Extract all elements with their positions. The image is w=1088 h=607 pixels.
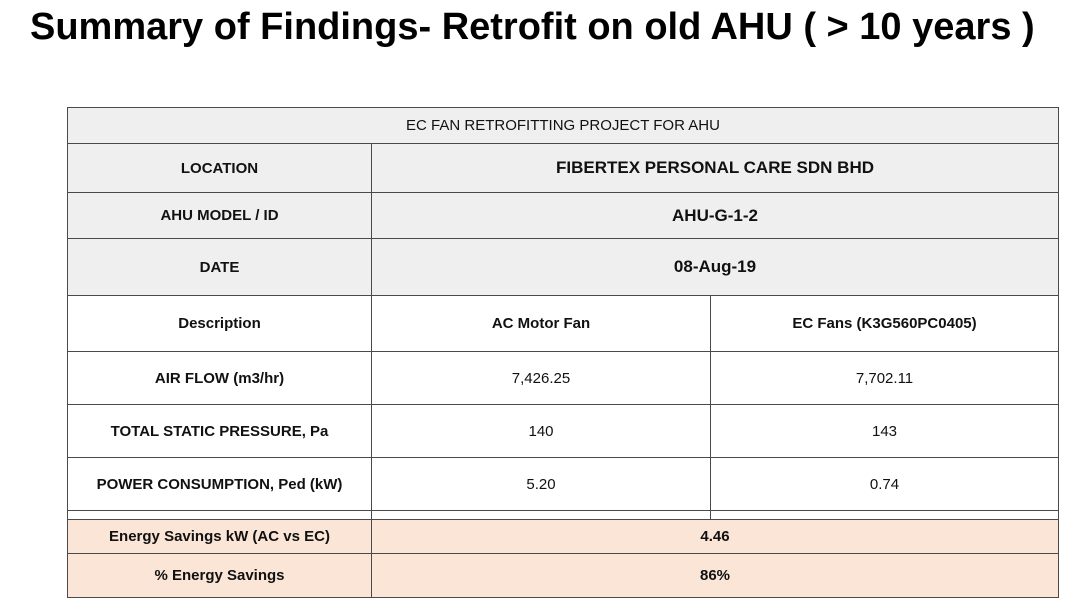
savings-kw-row: Energy Savings kW (AC vs EC) 4.46 <box>67 519 1059 554</box>
ec-value: 0.74 <box>710 457 1059 511</box>
ec-column-header: EC Fans (K3G560PC0405) <box>710 295 1059 352</box>
description-header: Description <box>67 295 372 352</box>
spacer-cell <box>710 510 1059 520</box>
table-header: EC FAN RETROFITTING PROJECT FOR AHU <box>67 107 1059 144</box>
model-value: AHU-G-1-2 <box>371 192 1059 239</box>
savings-pct-value: 86% <box>371 553 1059 598</box>
date-label: DATE <box>67 238 372 296</box>
location-row: LOCATION FIBERTEX PERSONAL CARE SDN BHD <box>67 143 1059 193</box>
table-header-row: EC FAN RETROFITTING PROJECT FOR AHU <box>67 107 1059 144</box>
columns-row: Description AC Motor Fan EC Fans (K3G560… <box>67 295 1059 352</box>
row-label: POWER CONSUMPTION, Ped (kW) <box>67 457 372 511</box>
location-label: LOCATION <box>67 143 372 193</box>
model-label: AHU MODEL / ID <box>67 192 372 239</box>
ec-value: 143 <box>710 404 1059 458</box>
ac-column-header: AC Motor Fan <box>371 295 711 352</box>
row-label: AIR FLOW (m3/hr) <box>67 351 372 405</box>
savings-kw-label: Energy Savings kW (AC vs EC) <box>67 519 372 554</box>
page-title: Summary of Findings- Retrofit on old AHU… <box>30 6 1035 48</box>
table-row: POWER CONSUMPTION, Ped (kW) 5.20 0.74 <box>67 457 1059 511</box>
row-label: TOTAL STATIC PRESSURE, Pa <box>67 404 372 458</box>
spacer-row <box>67 510 1059 520</box>
savings-kw-value: 4.46 <box>371 519 1059 554</box>
retrofit-summary-table: EC FAN RETROFITTING PROJECT FOR AHU LOCA… <box>67 107 1059 598</box>
ac-value: 140 <box>371 404 711 458</box>
savings-pct-label: % Energy Savings <box>67 553 372 598</box>
date-row: DATE 08-Aug-19 <box>67 238 1059 296</box>
table-row: TOTAL STATIC PRESSURE, Pa 140 143 <box>67 404 1059 458</box>
date-value: 08-Aug-19 <box>371 238 1059 296</box>
spacer-cell <box>67 510 372 520</box>
savings-pct-row: % Energy Savings 86% <box>67 553 1059 598</box>
model-row: AHU MODEL / ID AHU-G-1-2 <box>67 192 1059 239</box>
table-row: AIR FLOW (m3/hr) 7,426.25 7,702.11 <box>67 351 1059 405</box>
ac-value: 7,426.25 <box>371 351 711 405</box>
location-value: FIBERTEX PERSONAL CARE SDN BHD <box>371 143 1059 193</box>
ec-value: 7,702.11 <box>710 351 1059 405</box>
ac-value: 5.20 <box>371 457 711 511</box>
spacer-cell <box>371 510 711 520</box>
